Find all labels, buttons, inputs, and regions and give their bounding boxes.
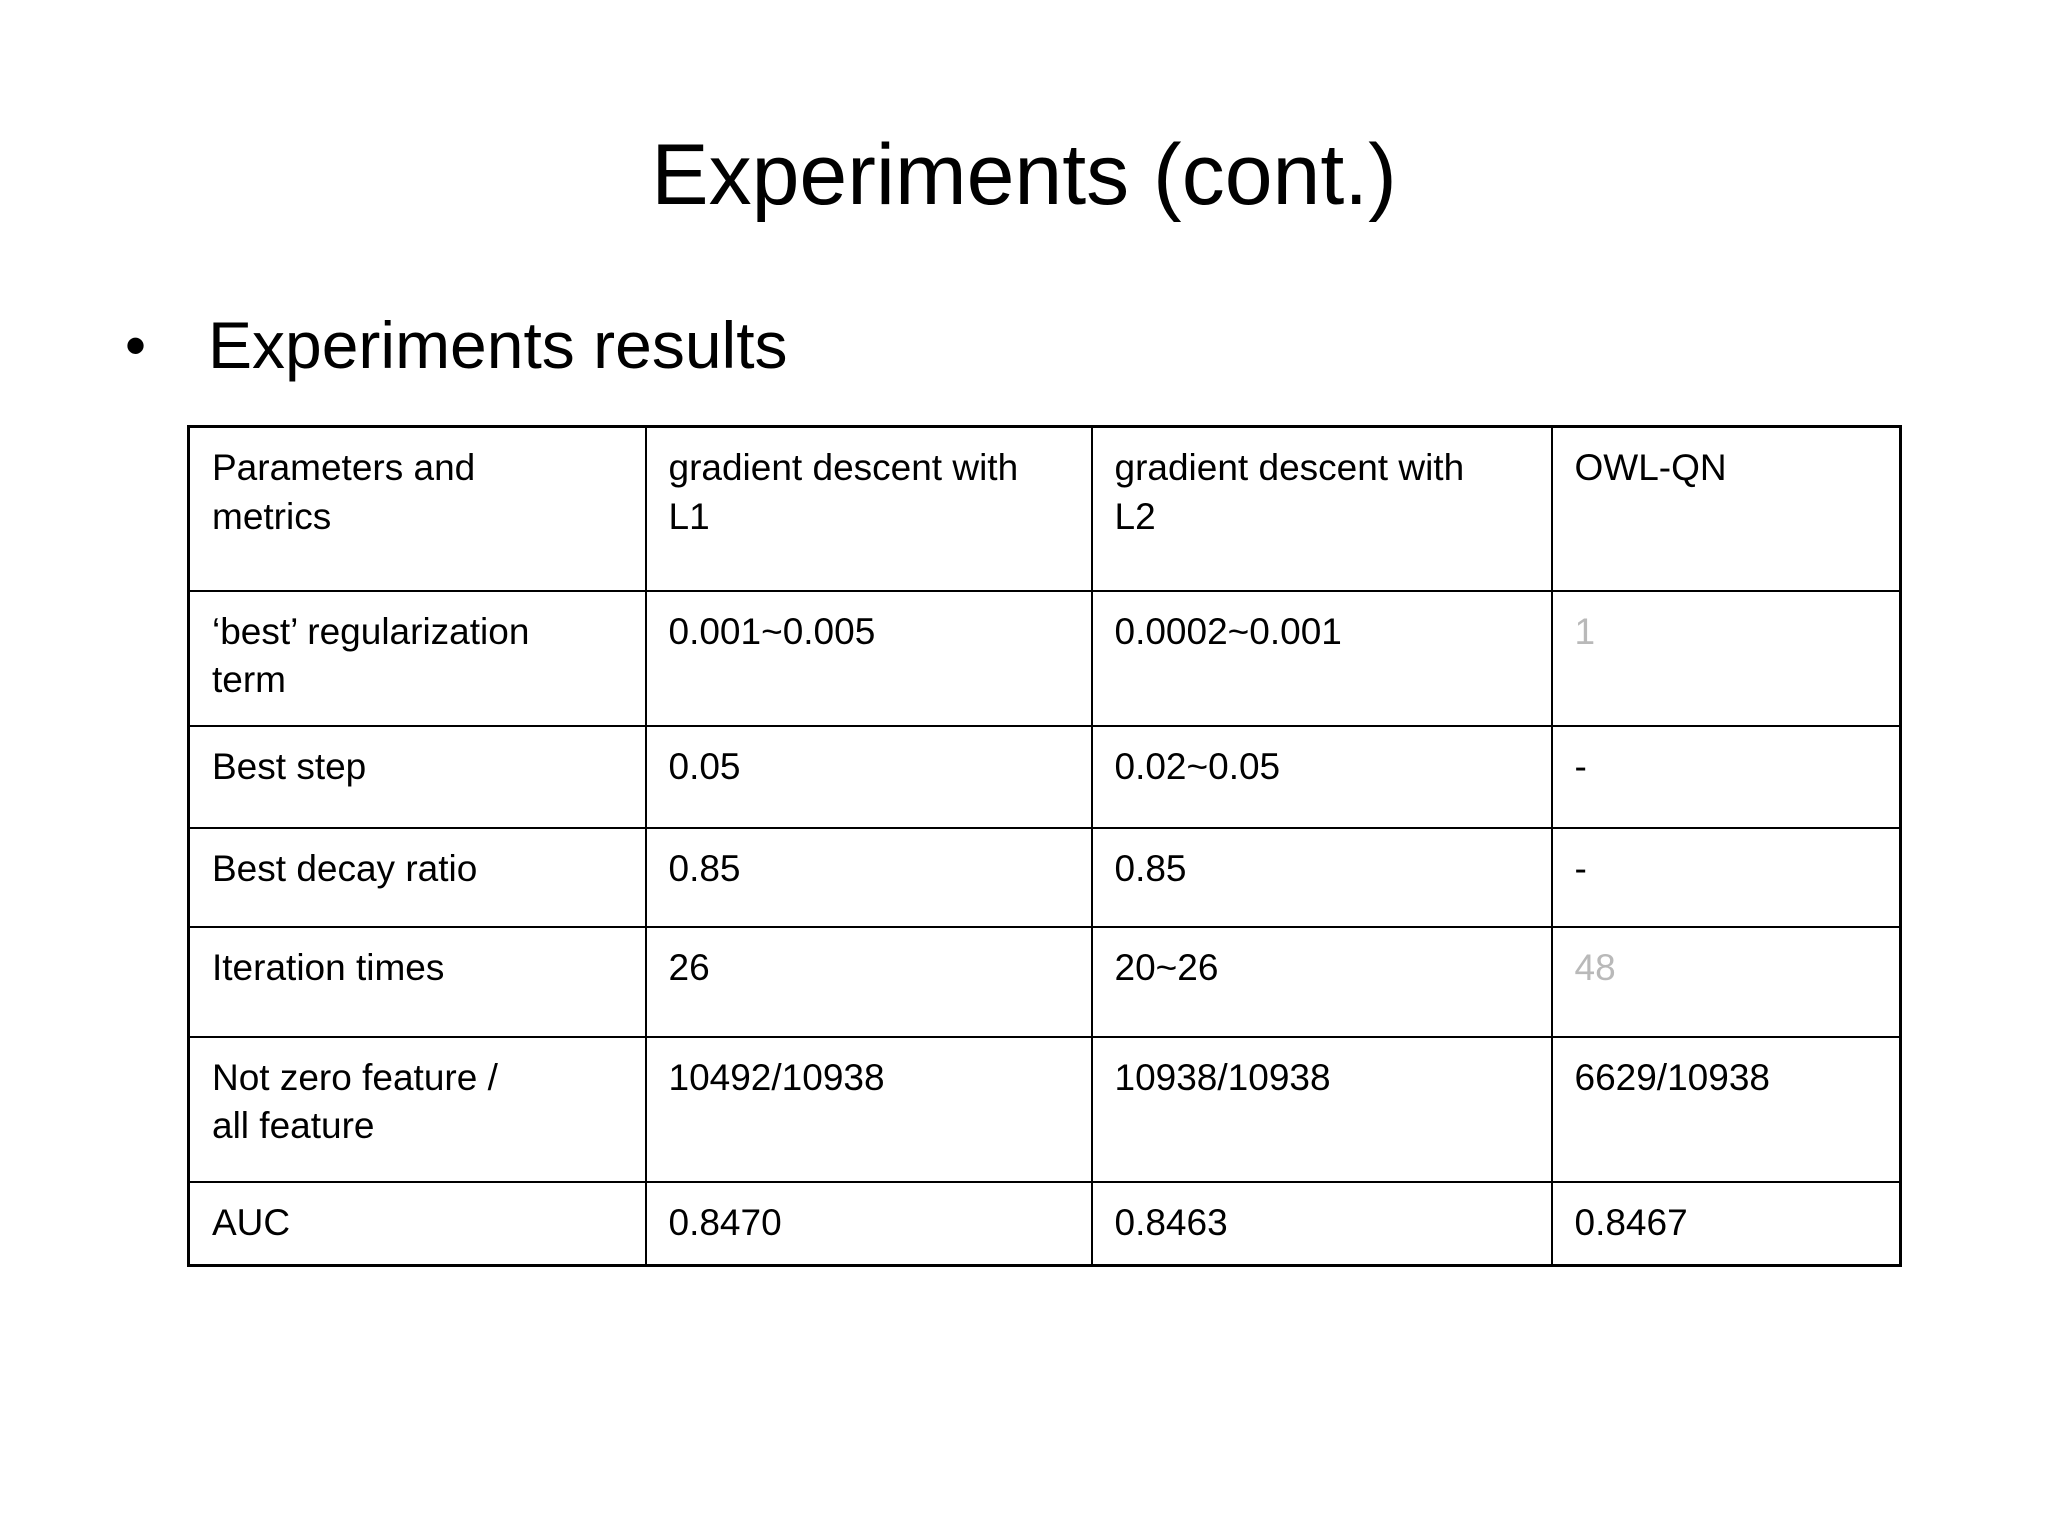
slide-title: Experiments (cont.) [651,127,1397,223]
column-header-gd-l1: gradient descent with L1 [644,425,1093,592]
cell-value: - [1550,724,1902,829]
table-row-regularization-term: ‘best’ regularization term 0.001~0.005 0… [187,589,1902,727]
table-row-auc: AUC 0.8470 0.8463 0.8467 [187,1180,1902,1267]
column-header-gd-l2: gradient descent with L2 [1090,425,1553,592]
cell-value: 6629/10938 [1550,1035,1902,1183]
row-label: ‘best’ regularization term [187,589,647,727]
bullet-text: Experiments results [208,308,788,382]
table-row-best-step: Best step 0.05 0.02~0.05 - [187,724,1902,829]
row-label: Best decay ratio [187,826,647,928]
column-header-parameters: Parameters and metrics [187,425,647,592]
table-row-iteration-times: Iteration times 26 20~26 48 [187,925,1902,1038]
cell-value: 0.001~0.005 [644,589,1093,727]
bullet-icon: • [125,312,147,379]
cell-value: - [1550,826,1902,928]
cell-value: 0.0002~0.001 [1090,589,1553,727]
cell-value: 26 [644,925,1093,1038]
cell-value: 20~26 [1090,925,1553,1038]
cell-value: 0.05 [644,724,1093,829]
row-label: Iteration times [187,925,647,1038]
row-label: Best step [187,724,647,829]
cell-value: 1 [1550,589,1902,727]
cell-value: 48 [1550,925,1902,1038]
column-header-owlqn: OWL-QN [1550,425,1902,592]
cell-value: 0.02~0.05 [1090,724,1553,829]
cell-value: 0.85 [644,826,1093,928]
cell-value: 0.8463 [1090,1180,1553,1267]
experiments-results-table: Parameters and metrics gradient descent … [187,425,1902,1267]
row-label: AUC [187,1180,647,1267]
cell-value: 10492/10938 [644,1035,1093,1183]
cell-value: 0.8470 [644,1180,1093,1267]
row-label: Not zero feature / all feature [187,1035,647,1183]
cell-value: 0.8467 [1550,1180,1902,1267]
bullet-list-item: • Experiments results [125,306,788,385]
cell-value: 10938/10938 [1090,1035,1553,1183]
header-row: Parameters and metrics gradient descent … [187,425,1902,592]
cell-value: 0.85 [1090,826,1553,928]
table-row-not-zero-feature: Not zero feature / all feature 10492/109… [187,1035,1902,1183]
table-row-best-decay-ratio: Best decay ratio 0.85 0.85 - [187,826,1902,928]
